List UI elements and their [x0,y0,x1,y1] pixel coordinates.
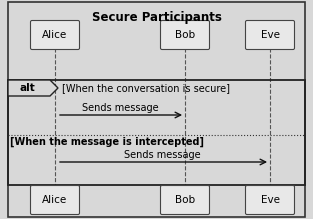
FancyBboxPatch shape [30,185,80,214]
Text: Alice: Alice [42,30,68,40]
Text: Bob: Bob [175,195,195,205]
Text: Sends message: Sends message [124,150,201,160]
FancyBboxPatch shape [245,185,295,214]
Text: Eve: Eve [260,195,280,205]
Text: Bob: Bob [175,30,195,40]
Text: Alice: Alice [42,195,68,205]
Text: alt: alt [19,83,35,93]
FancyBboxPatch shape [161,21,209,49]
Text: [When the message is intercepted]: [When the message is intercepted] [10,137,204,147]
Text: [When the conversation is secure]: [When the conversation is secure] [62,83,230,93]
FancyBboxPatch shape [30,21,80,49]
Polygon shape [8,80,58,96]
Text: Eve: Eve [260,30,280,40]
FancyBboxPatch shape [161,185,209,214]
FancyBboxPatch shape [8,2,305,217]
FancyBboxPatch shape [245,21,295,49]
Text: Secure Participants: Secure Participants [92,12,221,25]
Text: Sends message: Sends message [82,103,158,113]
